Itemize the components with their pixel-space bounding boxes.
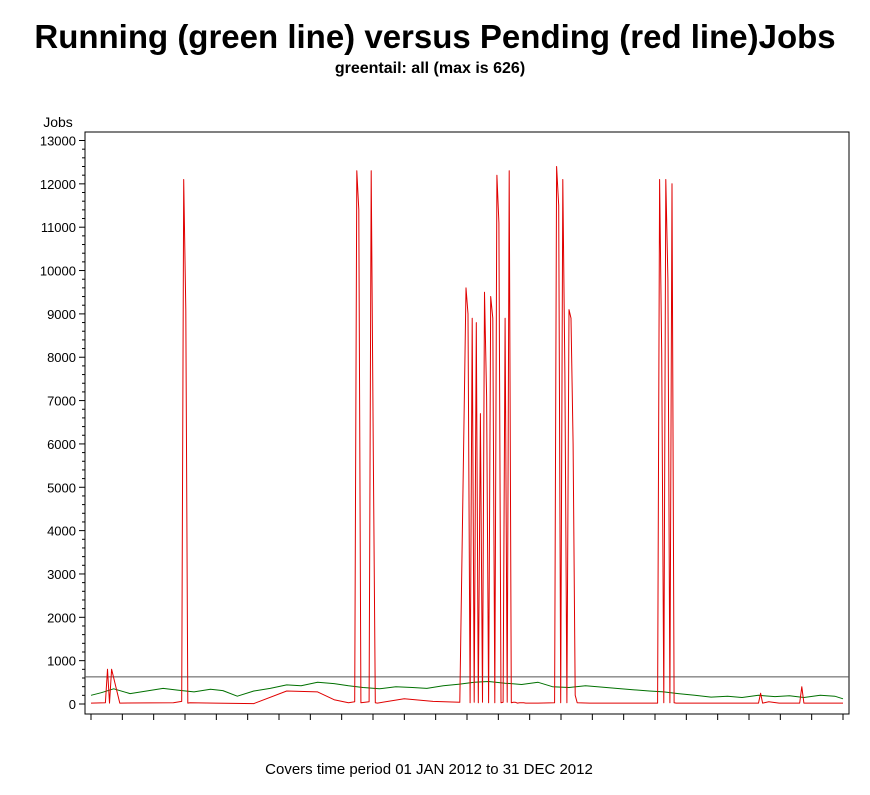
y-tick-label: 0 (69, 697, 76, 712)
y-tick-label: 2000 (47, 610, 76, 625)
y-tick-label: 5000 (47, 480, 76, 495)
chart-title: Running (green line) versus Pending (red… (34, 18, 836, 55)
plot-frame (84, 131, 850, 715)
running-series-line (90, 681, 844, 700)
y-tick-label: 10000 (40, 264, 76, 279)
y-tick-label: 9000 (47, 307, 76, 322)
y-tick-label: 3000 (47, 567, 76, 582)
y-axis-label: Jobs (43, 114, 73, 130)
chart-subtitle: greentail: all (max is 626) (334, 60, 526, 77)
series-layer (85, 166, 849, 705)
pending-series-line (90, 166, 843, 705)
y-tick-label: 7000 (47, 394, 76, 409)
x-axis (90, 714, 844, 720)
y-tick-label: 1000 (47, 654, 76, 669)
chart-footer: Covers time period 01 JAN 2012 to 31 DEC… (265, 761, 593, 778)
y-tick-label: 12000 (40, 177, 76, 192)
y-tick-label: 4000 (47, 524, 76, 539)
y-tick-label: 13000 (40, 134, 76, 149)
y-tick-label: 8000 (47, 350, 76, 365)
y-tick-label: 11000 (41, 220, 76, 235)
y-axis: 0 1000 2000 3000 4000 5000 6000 7000 8000 9000 100… (40, 134, 85, 712)
y-tick-label: 6000 (47, 437, 76, 452)
